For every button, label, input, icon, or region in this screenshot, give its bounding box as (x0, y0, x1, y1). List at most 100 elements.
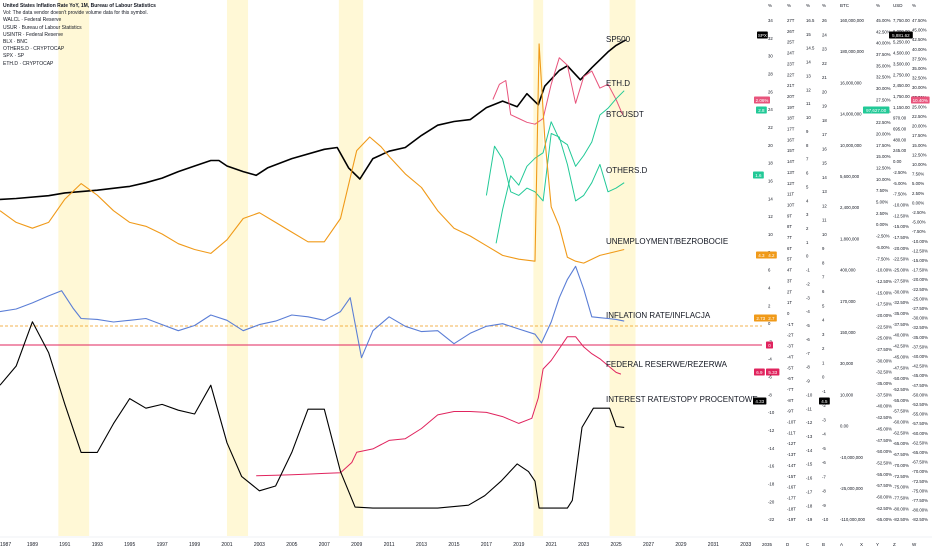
right-axis-tick: 6T (787, 246, 792, 251)
right-axis-tick: 8T (787, 224, 792, 229)
x-tick-label: 2029 (675, 542, 686, 548)
right-axis-tick: -62.50% (876, 506, 892, 511)
svg-text:4.2: 4.2 (768, 253, 775, 258)
right-axis-tick: -18 (806, 503, 813, 508)
series-line-others-d[interactable] (485, 133, 625, 202)
right-axis-tick: 25.00% (912, 104, 927, 109)
right-axis-tick: -40.00% (876, 404, 892, 409)
right-axis-tick: 18 (768, 161, 773, 166)
svg-text:2.8: 2.8 (758, 108, 765, 113)
right-axis-tick: 0.00% (876, 222, 888, 227)
right-axis-tick: 2T (787, 289, 792, 294)
right-axis-tick: -35.00% (876, 381, 892, 386)
x-tick-label: 2027 (643, 542, 654, 548)
legend-item[interactable]: USINTR · Federal Reserve (3, 31, 64, 38)
right-axis-tick: -8 (768, 392, 772, 397)
right-axis-tick: -22.50% (876, 324, 892, 329)
right-axis-tick: 13 (806, 73, 811, 78)
right-axis-tick: 10 (822, 232, 827, 237)
right-axis-tick: -67.50% (893, 452, 909, 457)
value-badge: 5,881.62 (889, 31, 913, 39)
right-axis-tick: -45.00% (912, 373, 928, 378)
x-tick-label: 2015 (448, 542, 459, 548)
bottom-axis-label: Z (893, 542, 896, 547)
right-axis-tick: -62.50% (893, 430, 909, 435)
legend-item[interactable]: OTHERS.D · CRYPTOCAP (3, 46, 65, 53)
right-axis-tick: -15T (787, 474, 796, 479)
svg-text:1.6: 1.6 (755, 173, 762, 178)
right-axis-tick: 1 (806, 240, 809, 245)
right-axis-tick: 1 (822, 360, 825, 365)
series-line-sp500[interactable] (0, 39, 627, 201)
right-axis-tick: -11 (806, 406, 813, 411)
right-axis-tick: 5.00% (912, 181, 924, 186)
right-axis-tick: -60.00% (876, 495, 892, 500)
right-axis-tick: -35.00% (893, 311, 909, 316)
right-axis-tick: 5,600,000 (840, 174, 860, 179)
right-axis-tick: -15.00% (893, 224, 909, 229)
x-tick-label: 1989 (27, 542, 38, 548)
right-axis-tick: -27.50% (893, 278, 909, 283)
series-line-inflation-rate-inflacja[interactable] (0, 265, 625, 359)
right-axis-tick: 9 (822, 246, 825, 251)
right-axis-tick: -13T (787, 452, 796, 457)
right-axis-tick: -55.00% (912, 412, 928, 417)
right-axis-tick: 15 (806, 32, 811, 37)
series-line-unemployment-bezrobocie[interactable] (0, 43, 625, 264)
value-badge: 5.33 (766, 368, 780, 376)
right-axis-tick: 0 (768, 321, 771, 326)
right-axis-tick: -67.50% (912, 460, 928, 465)
right-axis-tick: 11T (787, 192, 794, 197)
right-axis-tick: 4T (787, 268, 792, 273)
right-axis-tick: -8T (787, 398, 794, 403)
right-axis-tick: -30.00% (876, 358, 892, 363)
right-axis-tick: 180,000,000 (840, 49, 865, 54)
right-axis-tick: 3 (822, 332, 825, 337)
right-axis-tick: -12T (787, 441, 796, 446)
right-axis-header: BTC (840, 3, 850, 8)
legend-item[interactable]: USUR · Bureau of Labour Statistics (3, 24, 82, 31)
legend-item[interactable]: BLX · BNC (3, 39, 28, 46)
series-line-btcusdt[interactable] (495, 90, 625, 244)
series-line-eth-d[interactable] (492, 57, 624, 125)
value-badge: 0 (766, 341, 773, 349)
right-axis-tick: -6T (787, 376, 794, 381)
x-tick-label: 1993 (92, 542, 103, 548)
right-axis-tick: -1 (822, 389, 826, 394)
right-axis-tick: 0 (806, 254, 809, 259)
right-axis-tick: 6 (806, 171, 809, 176)
right-axis-tick: -18 (768, 482, 775, 487)
series-label: FEDERAL RESERWE/REZERWA (606, 360, 728, 369)
series-label: ETH.D (606, 79, 630, 88)
right-axis-tick: -47.50% (876, 438, 892, 443)
series-layer (0, 39, 762, 509)
legend-item[interactable]: ETH.D · CRYPTOCAP (3, 60, 54, 67)
right-axis-tick: 24T (787, 51, 795, 56)
recession-band (58, 0, 90, 536)
bottom-axis-label: A (840, 542, 843, 547)
series-line-interest-rate-stopy-procentowe[interactable] (0, 321, 625, 509)
legend-item[interactable]: SPX · SP (3, 53, 25, 60)
right-axis-tick: 7T (787, 235, 792, 240)
right-axis-tick: -13 (806, 434, 813, 439)
right-axis-tick: 5T (787, 257, 792, 262)
right-axis-tick: 47.50% (912, 18, 927, 23)
right-axis-tick: 25T (787, 40, 795, 45)
right-axis-tick: -40.00% (912, 354, 928, 359)
right-axis-tick: -16 (768, 464, 775, 469)
right-axis-tick: 480.00 (893, 137, 907, 142)
series-line-federal-reserwe-rezerwa[interactable] (256, 336, 622, 477)
right-axis-tick: 45.00% (876, 18, 891, 23)
right-axis-tick: -9 (806, 379, 810, 384)
right-axis-tick: -25,000,000 (840, 486, 864, 491)
right-axis-tick: 0.00 (893, 159, 902, 164)
right-axis-tick: -3 (806, 295, 810, 300)
right-axis-tick: 10 (768, 232, 773, 237)
right-axis-tick: -57.50% (876, 483, 892, 488)
right-axis-tick: -37.50% (912, 344, 928, 349)
right-axis-tick: 0.00 (840, 424, 849, 429)
legend-item[interactable]: WALCL · Federal Reserve (3, 17, 62, 24)
right-axis-tick: 4 (822, 318, 825, 323)
right-axis-tick: -77.50% (912, 498, 928, 503)
